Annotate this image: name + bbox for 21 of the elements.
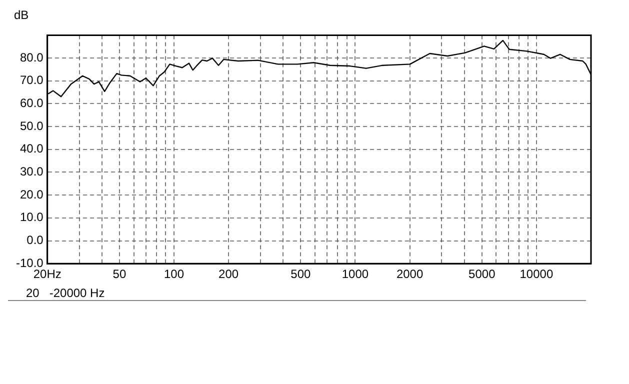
x-tick-label: 5000 xyxy=(468,267,496,282)
y-tick-label: 80.0 xyxy=(20,50,44,64)
y-tick-label: 30.0 xyxy=(20,164,44,179)
x-tick-label: 50 xyxy=(112,267,126,282)
y-tick-label: 60.0 xyxy=(20,96,44,110)
x-tick-label: 10000 xyxy=(520,267,554,282)
y-axis-title: dB xyxy=(13,8,30,24)
x-tick-label: 1000 xyxy=(342,267,369,282)
x-tick-label: 20Hz xyxy=(33,267,62,282)
x-tick-label: 200 xyxy=(218,267,239,282)
x-tick-label: 100 xyxy=(164,267,184,282)
y-tick-label: 70.0 xyxy=(20,73,44,88)
text: 20 -20000 Hz xyxy=(8,286,586,301)
y-tick-label: 10.0 xyxy=(20,210,44,224)
y-tick-label: 50.0 xyxy=(20,118,44,133)
x-tick-label: 2000 xyxy=(396,267,424,282)
y-tick-label: 40.0 xyxy=(20,142,44,156)
y-tick-label: 20.0 xyxy=(20,187,44,202)
x-tick-label: 500 xyxy=(290,267,312,282)
y-tick-label: 0.0 xyxy=(26,233,44,248)
y-tick-label: -10.0 xyxy=(16,256,44,270)
